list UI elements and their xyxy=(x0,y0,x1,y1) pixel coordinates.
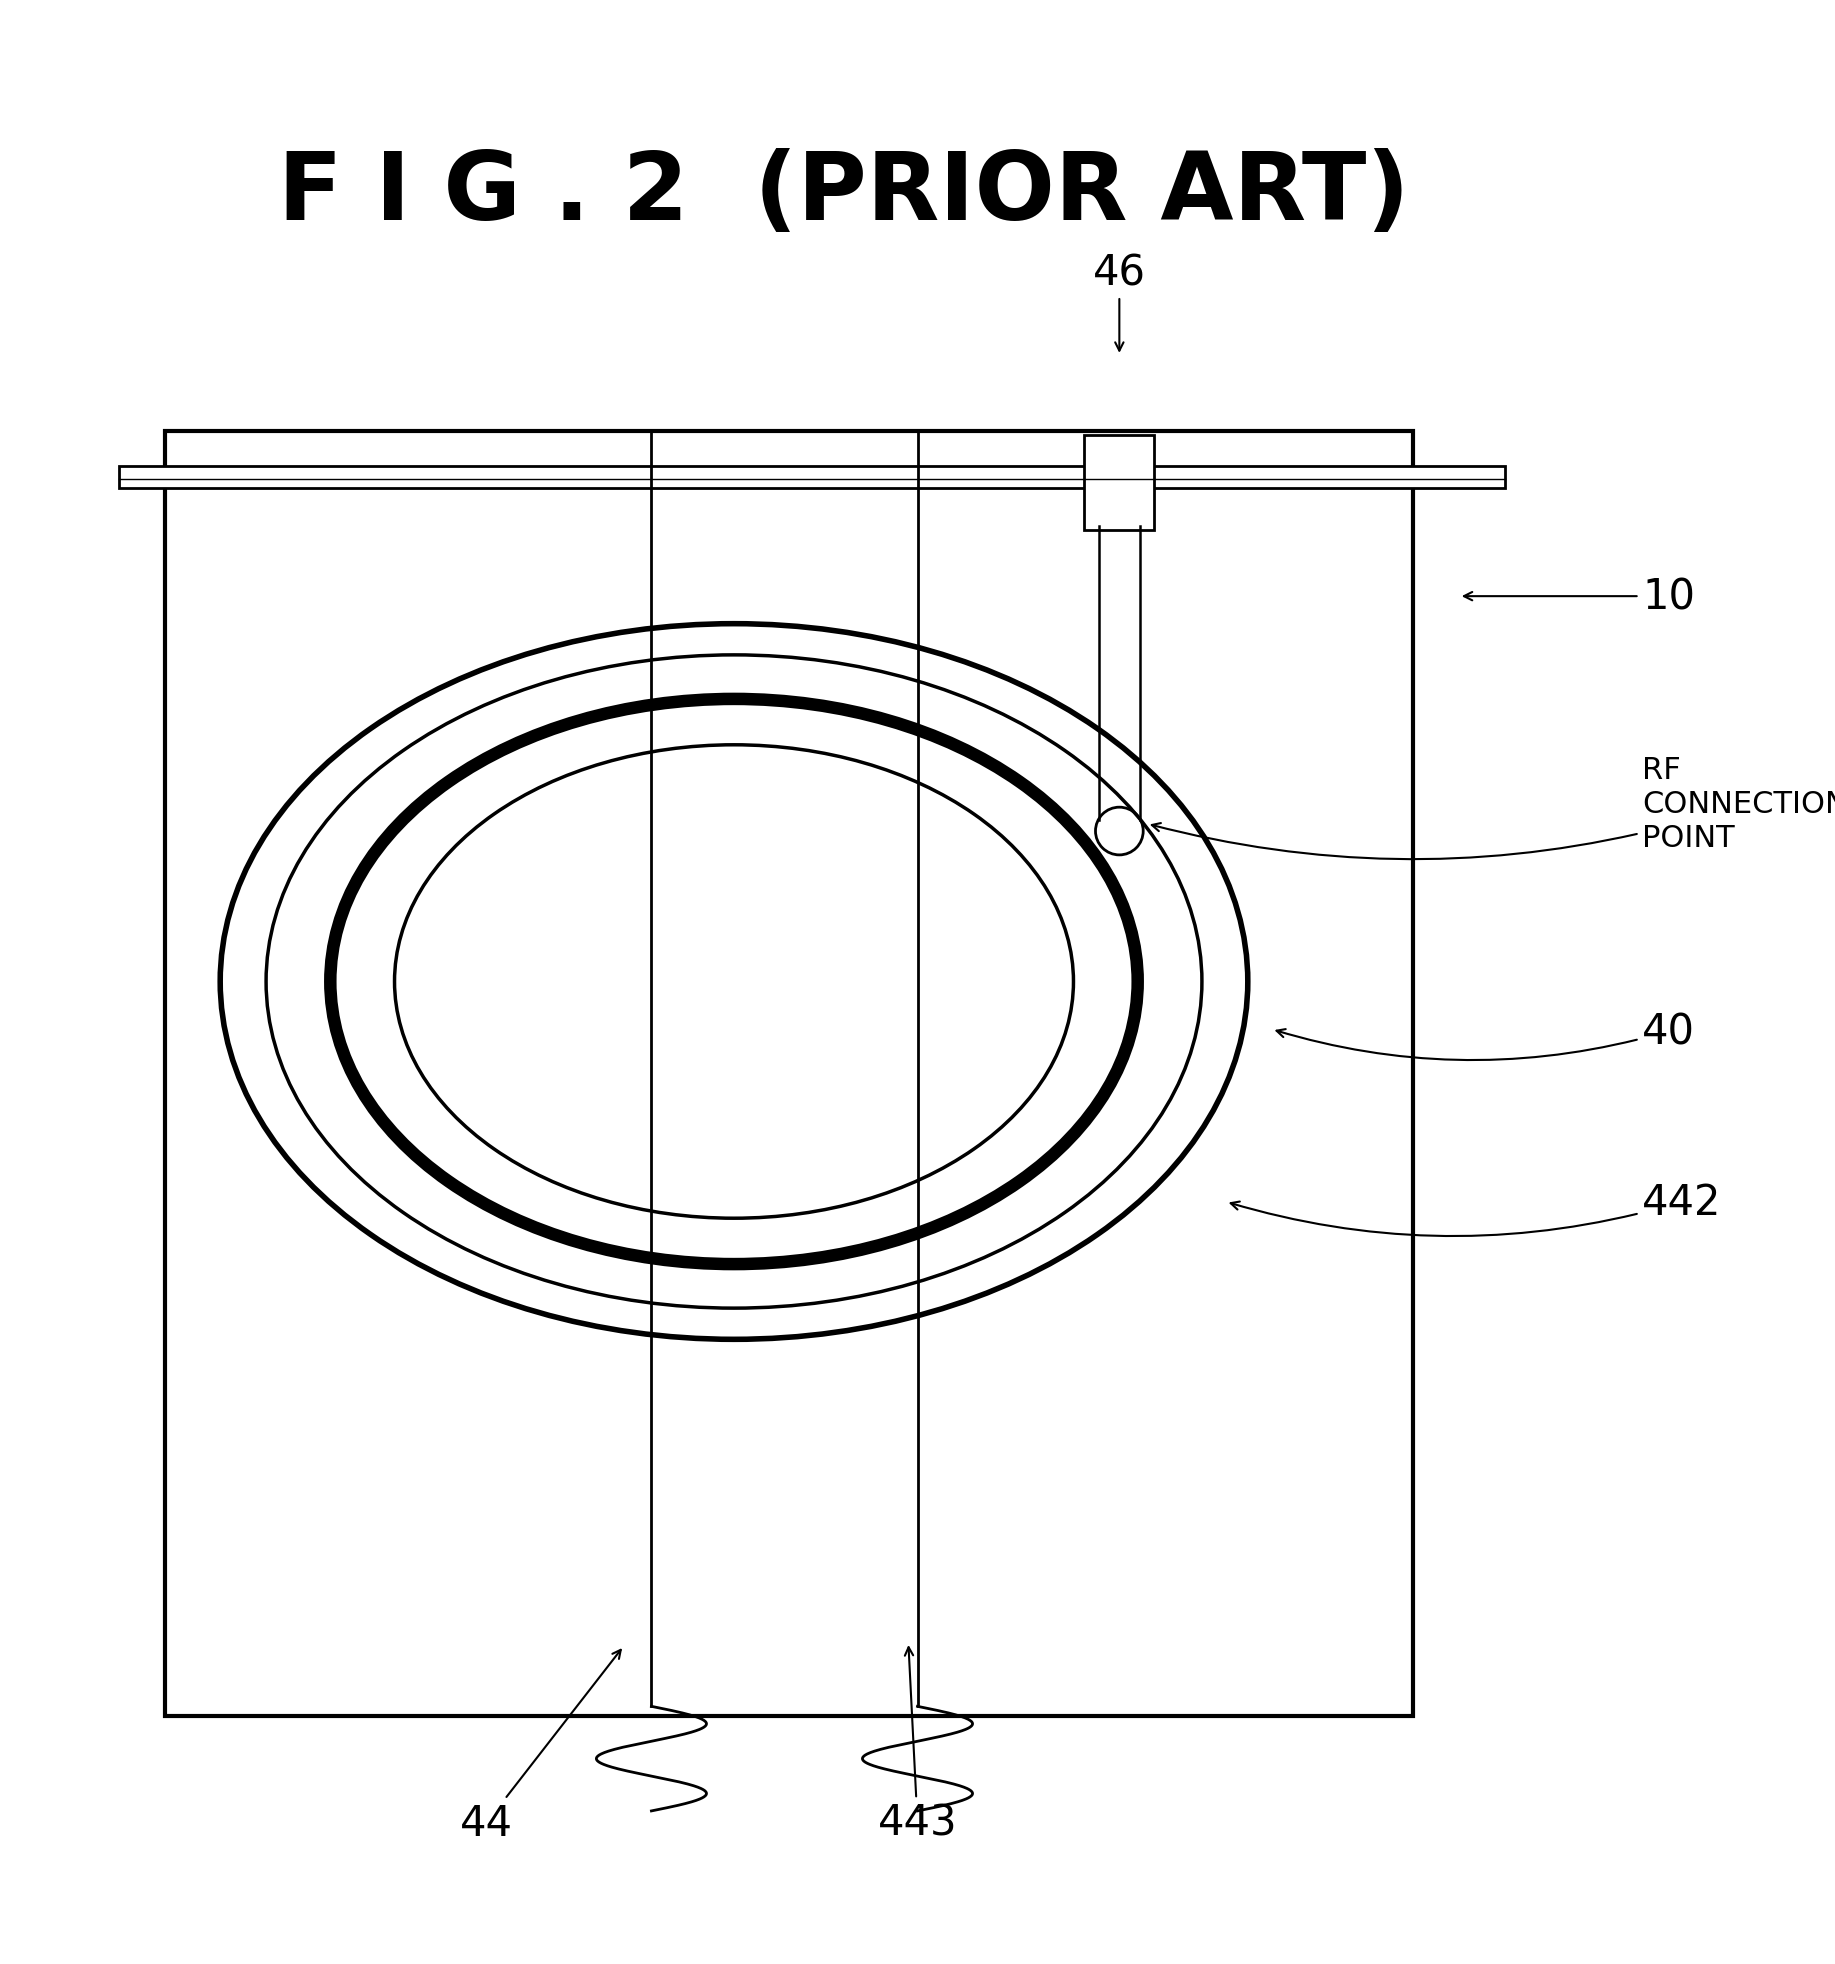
Text: 46: 46 xyxy=(1094,251,1145,352)
Bar xyxy=(165,432,1413,1717)
Bar xyxy=(1084,436,1154,530)
Bar xyxy=(119,467,1505,489)
Text: 40: 40 xyxy=(1277,1011,1696,1061)
Text: F I G . 2  (PRIOR ART): F I G . 2 (PRIOR ART) xyxy=(279,147,1409,240)
Text: RF
CONNECTION
POINT: RF CONNECTION POINT xyxy=(1152,756,1835,860)
Text: 442: 442 xyxy=(1231,1180,1721,1237)
Circle shape xyxy=(1095,807,1143,856)
Text: 44: 44 xyxy=(461,1650,620,1844)
Text: 443: 443 xyxy=(877,1648,958,1844)
Text: 10: 10 xyxy=(1464,575,1696,619)
